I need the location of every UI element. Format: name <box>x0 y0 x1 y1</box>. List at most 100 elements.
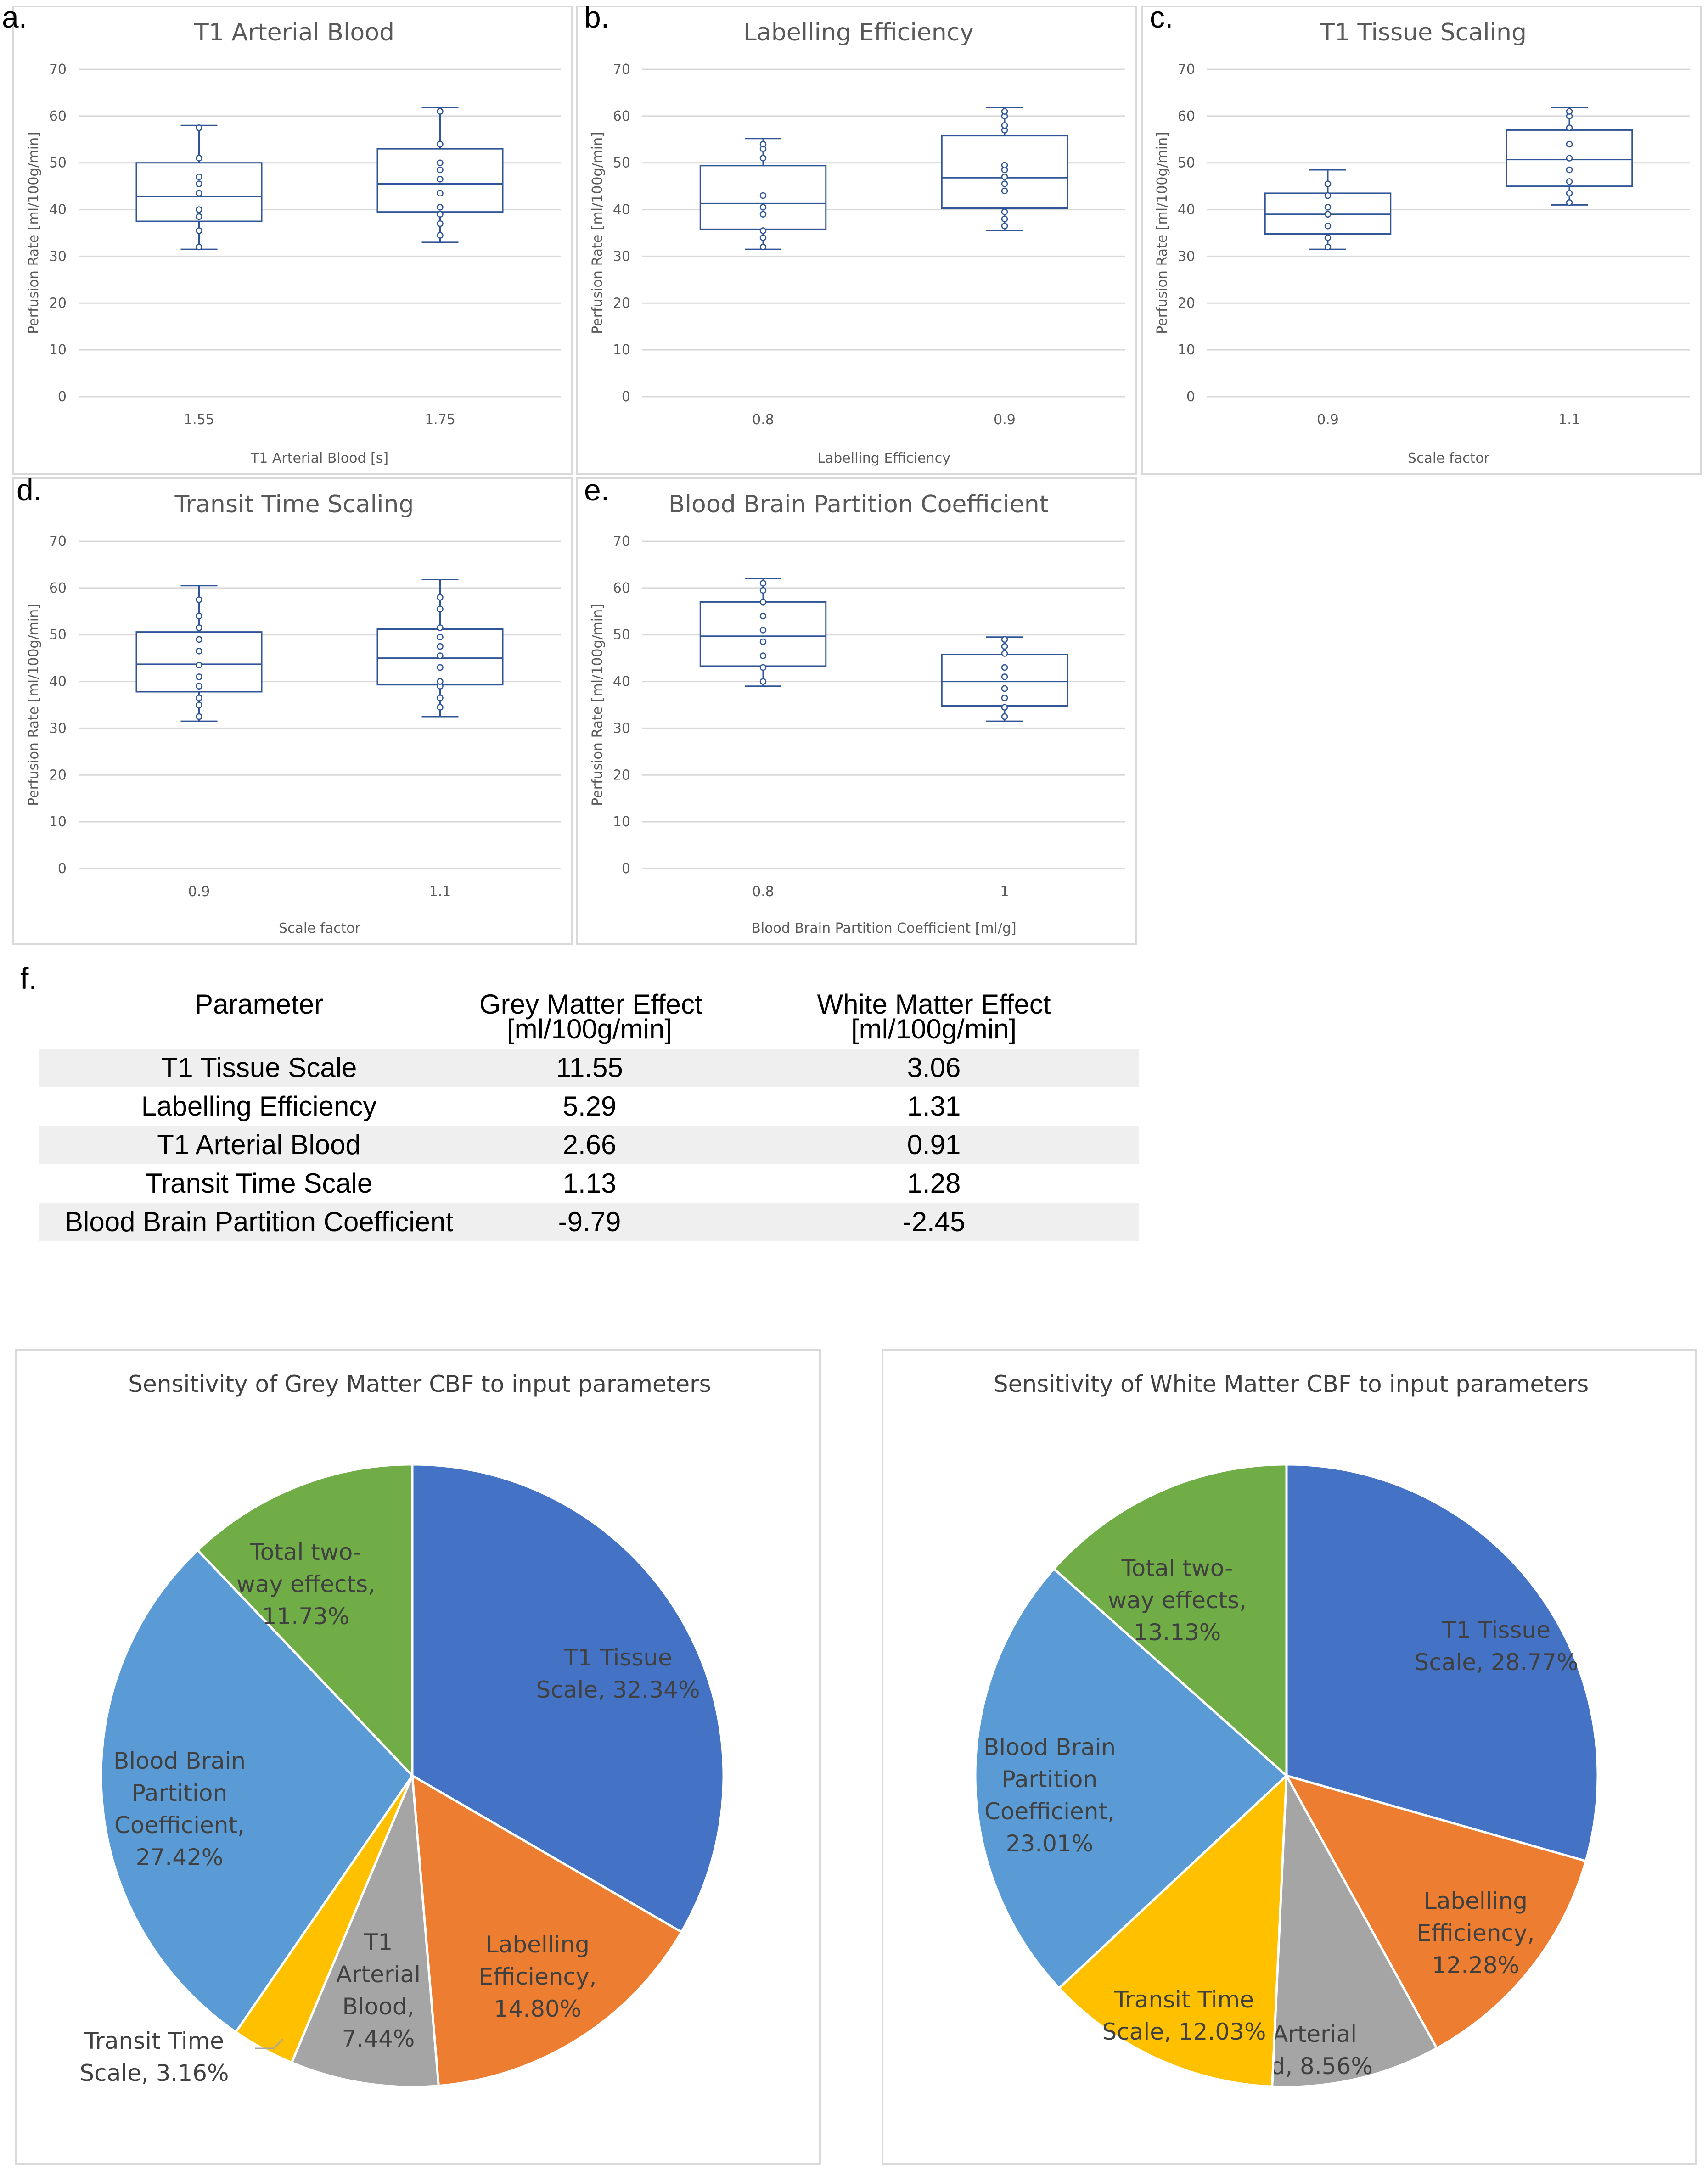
data-point <box>759 580 767 587</box>
header-white-line1: White Matter Effect <box>817 989 1051 1020</box>
pie-slice <box>1284 1773 1588 2050</box>
box-0 <box>135 585 263 722</box>
chart-title: T1 Arterial Blood <box>194 19 394 46</box>
data-point <box>759 140 767 148</box>
slice-label: Blood Brain <box>113 1748 246 1774</box>
data-point <box>1001 694 1008 701</box>
data-point <box>1324 211 1332 218</box>
y-tick-label: 30 <box>613 248 630 264</box>
y-tick-label: 60 <box>613 580 630 596</box>
cell-white: -2.45 <box>902 1206 966 1237</box>
y-tick-label: 50 <box>613 627 630 643</box>
data-point <box>759 652 767 659</box>
y-tick-label: 0 <box>622 861 630 877</box>
cell-parameter: Blood Brain Partition Coefficient <box>64 1206 454 1237</box>
box-chart-c: T1 Tissue Scaling 0 10 20 30 40 50 60 70 Perfusio… <box>1154 19 1690 466</box>
panel-letter-d: d. <box>17 473 42 507</box>
cell-parameter: Labelling Efficiency <box>141 1091 377 1121</box>
data-point <box>1324 234 1332 241</box>
cell-parameter: T1 Arterial Blood <box>157 1129 361 1160</box>
data-point <box>437 664 444 671</box>
y-tick-label: 70 <box>613 62 630 78</box>
box-1 <box>376 579 504 718</box>
x-tick-label: 1.1 <box>429 884 451 900</box>
data-point <box>1001 162 1008 169</box>
y-tick-label: 0 <box>58 861 67 877</box>
slice-label: Blood, <box>342 1993 414 2020</box>
y-tick-label: 10 <box>613 814 630 830</box>
data-point <box>437 190 444 197</box>
x-tick-label: 1.75 <box>425 412 455 428</box>
x-axis-label: T1 Arterial Blood [s] <box>250 450 388 466</box>
y-tick-label: 30 <box>49 720 67 736</box>
y-tick-label: 0 <box>1186 389 1195 405</box>
y-tick-label: 30 <box>613 720 630 736</box>
slice-label: Partition <box>1002 1766 1097 1793</box>
pie-slice <box>290 1775 440 2088</box>
data-point <box>196 662 202 669</box>
y-axis-label: Perfusion Rate [ml/100g/min] <box>590 132 606 334</box>
slice-label: 13.13% <box>1134 1619 1221 1646</box>
data-point <box>437 704 444 711</box>
data-point <box>437 204 444 211</box>
slice-label: Total two- <box>250 1539 362 1565</box>
slice-label: Scale, 3.16% <box>79 2060 229 2086</box>
data-point <box>1001 650 1008 657</box>
box-0 <box>135 124 263 251</box>
data-point <box>437 108 444 115</box>
slice-label: Labelling <box>1424 1888 1528 1914</box>
chart-title: Transit Time Scaling <box>174 491 414 518</box>
data-point <box>1001 180 1008 187</box>
data-point <box>437 643 444 650</box>
data-point <box>759 627 767 634</box>
pie-slice <box>1271 1772 1438 2088</box>
slice-label: Scale, 32.34% <box>536 1677 700 1703</box>
y-tick-label: 20 <box>49 295 67 311</box>
data-point <box>1001 713 1008 720</box>
data-point <box>196 648 202 655</box>
slice-label: 27.42% <box>136 1844 224 1871</box>
data-point <box>437 176 444 183</box>
box-0 <box>699 138 827 251</box>
data-point <box>196 174 202 180</box>
y-tick-label: 70 <box>49 533 67 550</box>
data-point <box>437 211 444 218</box>
data-point <box>437 694 444 701</box>
data-point <box>437 166 444 174</box>
data-point <box>196 206 202 213</box>
slice-label: Efficiency, <box>479 1963 597 1990</box>
data-point <box>1001 704 1008 711</box>
cell-white: 3.06 <box>907 1052 961 1083</box>
data-point <box>196 683 202 690</box>
x-axis-label: Scale factor <box>1408 450 1490 466</box>
cell-parameter: T1 Tissue Scale <box>161 1052 357 1083</box>
data-point <box>759 599 767 606</box>
y-axis-label: Perfusion Rate [ml/100g/min] <box>1154 132 1170 334</box>
chart-title: Sensitivity of White Matter CBF to input… <box>994 1371 1589 1397</box>
y-tick-label: 10 <box>613 342 630 358</box>
data-point <box>437 606 444 612</box>
x-tick-label: 1.55 <box>184 412 214 428</box>
y-tick-label: 20 <box>613 295 630 311</box>
x-tick-label: 0.8 <box>752 412 774 428</box>
y-tick-label: 10 <box>1178 342 1195 358</box>
table-row: Labelling Efficiency 5.29 1.31 <box>39 1087 1139 1126</box>
data-point <box>759 192 767 199</box>
box-1 <box>941 107 1068 231</box>
y-axis-label: Perfusion Rate [ml/100g/min] <box>26 132 42 334</box>
data-point <box>759 234 767 241</box>
x-tick-label: 0.8 <box>752 884 774 900</box>
slice-label: 14.80% <box>494 1996 582 2022</box>
y-tick-label: 50 <box>1178 155 1195 171</box>
x-axis-label: Blood Brain Partition Coefficient [ml/g] <box>751 920 1016 936</box>
data-point <box>196 713 202 720</box>
slice-label: Scale, 28.77% <box>1415 1649 1579 1676</box>
box-0 <box>699 578 827 687</box>
data-point <box>196 673 202 680</box>
data-point <box>196 227 202 234</box>
data-point <box>1566 108 1573 115</box>
data-point <box>1001 643 1008 650</box>
cell-parameter: Transit Time Scale <box>145 1168 373 1199</box>
slice-label: Transit Time <box>84 2028 224 2054</box>
x-tick-label: 0.9 <box>188 884 210 900</box>
